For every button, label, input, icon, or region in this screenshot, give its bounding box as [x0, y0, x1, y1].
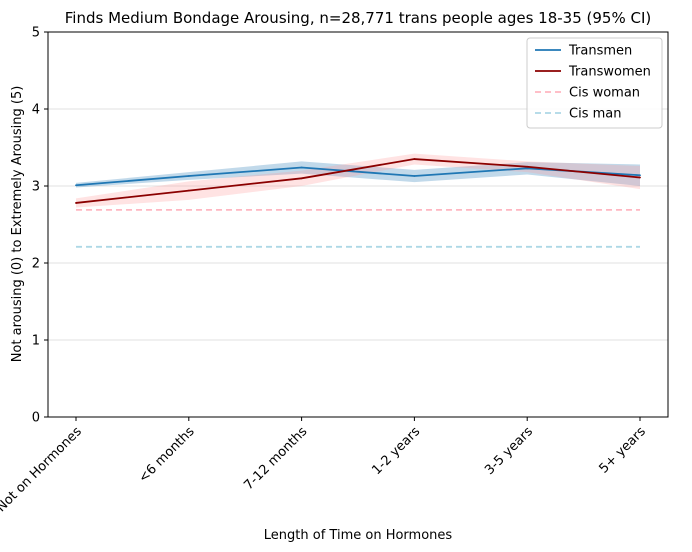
x-axis: Not on Hormones <6 months 7-12 months 1-2 y… — [0, 417, 649, 515]
data-point-transmen-6-months — [187, 175, 190, 177]
data-point-transmen-not-on-hormones — [75, 184, 77, 187]
plot-frame — [47, 31, 669, 418]
chart-title: Finds Medium Bondage Arousing, n=28,771 … — [65, 9, 651, 27]
data-point-transmen-5-years — [639, 174, 641, 177]
legend-box — [526, 37, 663, 129]
legend: Transmen Transwomen Cis woman Cis man — [526, 37, 663, 129]
ci-band-transwomen — [76, 153, 640, 208]
data-point-transwomen-1-2-years — [413, 158, 416, 160]
x-tick-label-not-on-hormones: Not on Hormones — [0, 424, 85, 515]
x-tick-label-7-12-months: 7-12 months — [241, 424, 310, 493]
y-tick-label-1: 1 — [32, 334, 40, 349]
x-axis-label: Length of Time on Hormones — [264, 528, 453, 543]
data-point-transwomen-6-months — [187, 189, 190, 192]
series-line-transwomen — [75, 158, 641, 204]
data-point-transmen-3-5-years — [526, 167, 529, 170]
y-axis: 0 1 2 3 4 5 — [32, 26, 48, 426]
series-line-layer — [75, 158, 641, 248]
x-tick-label-6-months: <6 months — [136, 424, 198, 486]
x-tick-label-3-5-years: 3-5 years — [482, 424, 536, 478]
y-tick-label-4: 4 — [32, 103, 40, 118]
legend-label-transmen: Transmen — [568, 44, 632, 59]
y-tick-label-5: 5 — [32, 26, 40, 41]
data-point-transwomen-7-12-months — [300, 177, 303, 180]
ci-band-transmen — [76, 161, 640, 188]
y-tick-label-3: 3 — [32, 180, 40, 195]
data-point-transmen-1-2-years — [413, 175, 416, 177]
data-point-transmen-7-12-months — [300, 166, 303, 169]
ci-band-layer — [76, 153, 640, 208]
legend-label-transwomen: Transwomen — [568, 65, 651, 80]
legend-label-cis-woman: Cis woman — [569, 86, 640, 101]
data-point-transwomen-not-on-hormones — [75, 202, 77, 204]
y-tick-label-0: 0 — [32, 411, 40, 426]
data-point-transwomen-5-years — [639, 176, 641, 179]
x-tick-label-5-years: 5+ years — [596, 424, 649, 477]
x-tick-label-1-2-years: 1-2 years — [369, 424, 423, 478]
data-point-transwomen-3-5-years — [526, 165, 529, 168]
legend-label-cis-man: Cis man — [569, 107, 621, 122]
y-tick-label-2: 2 — [32, 257, 40, 272]
y-axis-label: Not arousing (0) to Extremely Arousing (… — [10, 86, 25, 363]
